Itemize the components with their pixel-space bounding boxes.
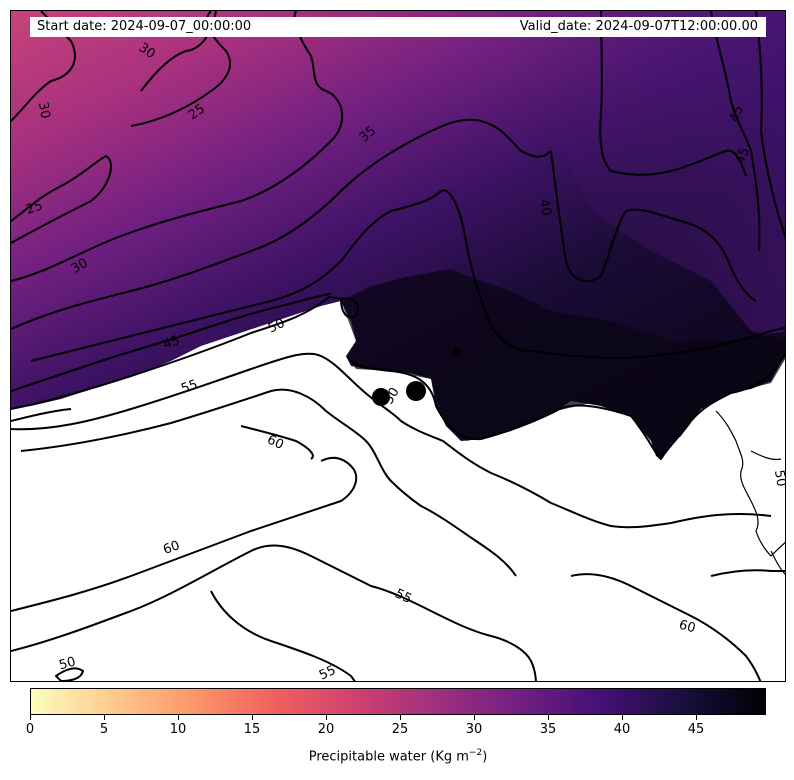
contour-label: 45 <box>161 333 182 353</box>
coastline <box>715 410 785 575</box>
contour-label: 50 <box>266 316 287 337</box>
contour-50b <box>55 667 84 681</box>
contour-50-shore <box>346 352 785 460</box>
contour-label: 60 <box>265 432 286 453</box>
contour-east-b <box>755 11 785 239</box>
contour-40 <box>30 189 785 362</box>
contour-25 <box>11 155 112 244</box>
start-date-label: Start date: 2024-09-07_00:00:00 <box>37 19 252 34</box>
valid-date-label: Valid_date: 2024-09-07T12:00:00.00 <box>519 19 758 34</box>
precipitable-water-map: 30 25 30 25 30 35 40 45 45 50 55 50 60 6… <box>11 11 786 682</box>
contour-label: 55 <box>317 663 338 682</box>
colorbar-tick <box>622 715 623 720</box>
contour-label: 50 <box>381 385 402 407</box>
colorbar-tick-label: 35 <box>539 722 557 737</box>
contour-label: 40 <box>536 198 554 217</box>
contour-50-coast <box>11 296 342 410</box>
colorbar-tick-label: 15 <box>243 722 261 737</box>
colorbar-tick-label: 5 <box>99 722 109 737</box>
colorbar-tick <box>696 715 697 720</box>
contour-55a <box>11 352 772 529</box>
map-panel: 30 25 30 25 30 35 40 45 45 50 55 50 60 6… <box>10 10 786 682</box>
colorbar-tick <box>474 715 475 720</box>
colorbar-tick <box>30 715 31 720</box>
contour-60f <box>710 569 785 577</box>
contour-60d <box>11 544 537 681</box>
contour-lines <box>11 11 785 681</box>
contour-label: 55 <box>393 586 414 607</box>
contour-label: 45 <box>727 104 747 125</box>
colorbar-tick-label: 40 <box>613 722 631 737</box>
contour-55b <box>20 388 517 577</box>
pw-core-dark <box>341 269 785 459</box>
colorbar <box>30 688 766 715</box>
contour-60e <box>570 573 762 681</box>
contour-label: 60 <box>161 538 182 558</box>
colorbar-tick <box>252 715 253 720</box>
colorbar-tick-label: 30 <box>465 722 483 737</box>
colorbar-tick <box>400 715 401 720</box>
colorbar-tick <box>178 715 179 720</box>
coast-detail <box>372 347 461 406</box>
colorbar-label: Precipitable water (Kg m−2) <box>309 748 488 764</box>
contour-label: 50 <box>58 655 78 674</box>
contour-30 <box>11 11 344 282</box>
contour-40c <box>599 11 747 177</box>
colorbar-tick-label: 20 <box>317 722 335 737</box>
contour-label: 45 <box>733 146 753 167</box>
contour-35 <box>11 118 552 330</box>
colorbar-tick-label: 10 <box>169 722 187 737</box>
colorbar-tick-label: 0 <box>25 722 35 737</box>
contour-45 <box>11 293 332 392</box>
contour-labels: 30 25 30 25 30 35 40 45 45 50 55 50 60 6… <box>24 40 786 682</box>
colorbar-tick <box>104 715 105 720</box>
colorbar-tick-label: 45 <box>687 722 705 737</box>
contour-60a <box>11 408 72 422</box>
colorbar-label-suffix: ) <box>482 749 488 765</box>
contour-50-loop <box>340 297 359 319</box>
colorbar-tick-label: 25 <box>391 722 409 737</box>
pw-east-shade <box>511 11 785 341</box>
contour-label: 50 <box>771 469 786 488</box>
contour-label: 60 <box>677 618 697 637</box>
header-box <box>30 17 766 37</box>
colorbar-tick <box>326 715 327 720</box>
colorbar-tick <box>548 715 549 720</box>
contour-40b <box>550 150 757 302</box>
contour-label: 25 <box>24 198 45 218</box>
contour-label: 30 <box>35 101 53 120</box>
contour-60b <box>240 425 314 460</box>
contour-label: 55 <box>179 377 200 397</box>
contour-label: 30 <box>69 256 91 277</box>
colorbar-label-prefix: Precipitable water (Kg m <box>308 749 469 765</box>
contour-60c <box>11 456 358 612</box>
contour-55c <box>210 590 356 681</box>
colorbar-label-exponent: −2 <box>468 748 483 758</box>
contour-east-a <box>710 11 761 252</box>
